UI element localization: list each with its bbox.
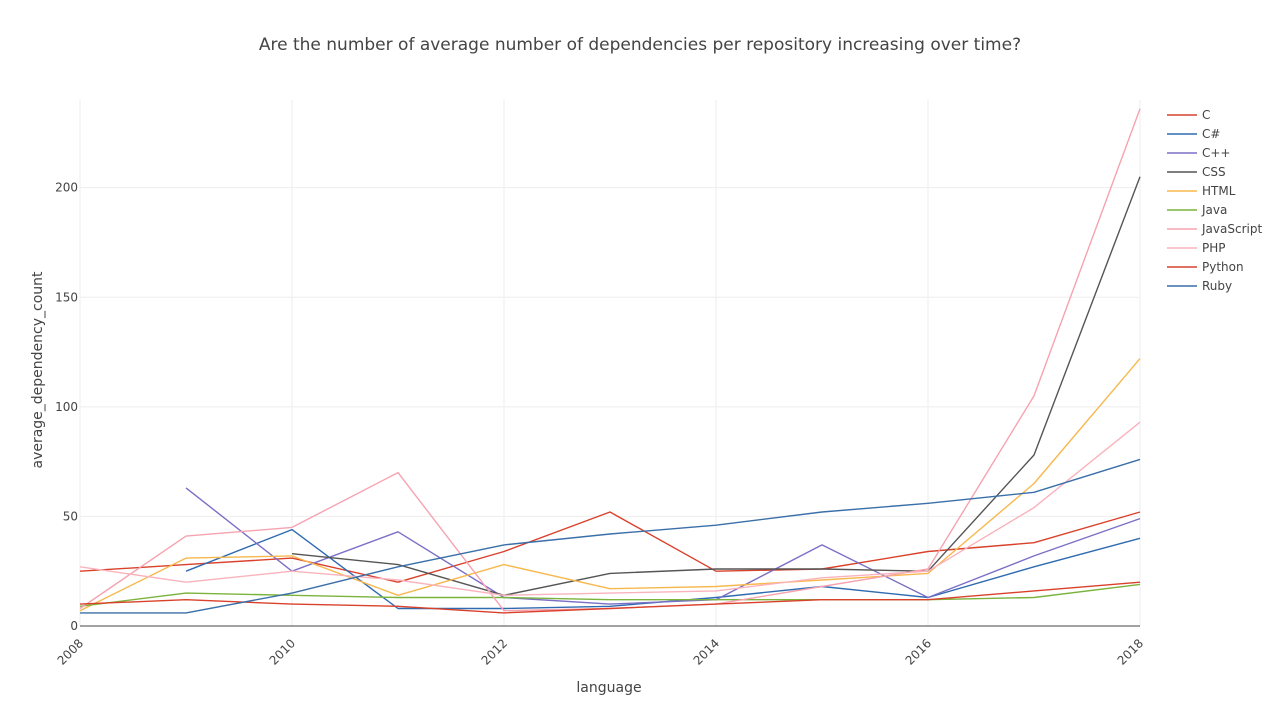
x-tick-label: 2016 — [903, 636, 934, 667]
x-tick-label: 2008 — [55, 636, 86, 667]
series-line-c — [185, 487, 1141, 605]
x-axis-title: language — [576, 680, 641, 696]
x-tick-label: 2012 — [479, 636, 510, 667]
legend-item[interactable]: Python — [1167, 260, 1244, 274]
series-line-css — [291, 176, 1141, 596]
series-lines — [79, 108, 1141, 614]
x-tick-label: 2018 — [1115, 636, 1146, 667]
y-tick-label: 100 — [55, 400, 78, 414]
series-line-html — [79, 358, 1141, 612]
legend-item[interactable]: HTML — [1167, 184, 1236, 198]
series-line-ruby — [80, 458, 1141, 614]
legend-item[interactable]: C — [1167, 108, 1210, 122]
series-line-c — [79, 511, 1141, 583]
series-line-java — [79, 583, 1141, 607]
legend-label: C# — [1202, 127, 1220, 141]
legend-item[interactable]: C++ — [1167, 146, 1231, 160]
x-tick-label: 2014 — [691, 636, 722, 667]
series-line-python — [79, 581, 1141, 614]
series-line-php — [79, 421, 1141, 596]
legend-item[interactable]: C# — [1167, 127, 1220, 141]
legend: C C# C++ CSS HTML Java JavaScript PHP Python Ruby — [1167, 108, 1262, 293]
y-tick-label: 0 — [70, 619, 78, 633]
y-tick-label: 200 — [55, 181, 78, 195]
legend-label: C — [1202, 108, 1210, 122]
x-tick-label: 2010 — [267, 636, 298, 667]
y-tick-label: 50 — [63, 509, 78, 523]
legend-label: Ruby — [1202, 279, 1232, 293]
legend-label: PHP — [1202, 241, 1226, 255]
chart-title: Are the number of average number of depe… — [259, 35, 1021, 55]
series-line-javascript — [79, 108, 1141, 612]
legend-label: JavaScript — [1201, 222, 1262, 236]
legend-item[interactable]: Ruby — [1167, 279, 1232, 293]
legend-label: HTML — [1202, 184, 1236, 198]
legend-item[interactable]: CSS — [1167, 165, 1226, 179]
gridlines — [79, 100, 1141, 626]
y-axis-title: average_dependency_count — [30, 271, 46, 469]
legend-item[interactable]: Java — [1167, 203, 1227, 217]
legend-item[interactable]: JavaScript — [1167, 222, 1262, 236]
legend-label: C++ — [1202, 146, 1231, 160]
legend-item[interactable]: PHP — [1167, 241, 1226, 255]
legend-label: Python — [1202, 260, 1244, 274]
y-tick-label: 150 — [55, 290, 78, 304]
legend-label: CSS — [1202, 165, 1226, 179]
legend-label: Java — [1201, 203, 1227, 217]
